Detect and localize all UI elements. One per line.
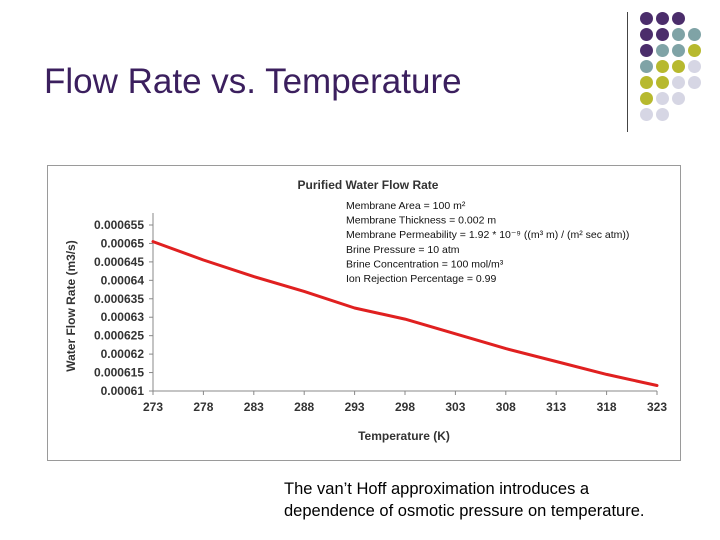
- data-point: [152, 241, 154, 243]
- decorative-dot: [640, 108, 653, 121]
- caption-line: dependence of osmotic pressure on temper…: [284, 502, 645, 520]
- x-tick-label: 293: [345, 400, 365, 414]
- annotation-line: Ion Rejection Percentage = 0.99: [346, 273, 496, 285]
- flow-rate-chart: Purified Water Flow Rate 0.00061 0.000615 0…: [64, 178, 667, 443]
- annotation-line: Membrane Permeability = 1.92 * 10⁻⁹ ((m³…: [346, 229, 629, 241]
- decorative-dot: [688, 28, 701, 41]
- annotation-line: Membrane Thickness = 0.002 m: [346, 215, 496, 227]
- x-axis-label: Temperature (K): [358, 429, 450, 443]
- slide-caption: The van’t Hoff approximation introduces …: [284, 478, 704, 522]
- decorative-dot: [672, 28, 685, 41]
- decorative-dot: [656, 28, 669, 41]
- y-tick-label: 0.000615: [94, 366, 144, 380]
- decorative-dot: [672, 76, 685, 89]
- data-point: [303, 290, 305, 292]
- y-tick-label: 0.00063: [101, 310, 145, 324]
- y-tick-label: 0.000625: [94, 329, 144, 343]
- data-point: [404, 318, 406, 320]
- data-point: [505, 348, 507, 350]
- data-point: [555, 360, 557, 362]
- x-tick-label: 318: [597, 400, 617, 414]
- data-point: [454, 333, 456, 335]
- x-tick-label: 278: [193, 400, 213, 414]
- data-point: [354, 307, 356, 309]
- decorative-dot: [688, 44, 701, 57]
- y-tick-label: 0.000635: [94, 292, 144, 306]
- data-point: [606, 373, 608, 375]
- decorative-dot: [672, 92, 685, 105]
- decorative-dot: [640, 12, 653, 25]
- decorative-dot: [656, 12, 669, 25]
- y-axis-label: Water Flow Rate (m3/s): [64, 240, 78, 372]
- x-tick-label: 298: [395, 400, 415, 414]
- data-point: [253, 276, 255, 278]
- x-tick-label: 313: [546, 400, 566, 414]
- y-tick-label: 0.000655: [94, 218, 144, 232]
- x-tick-label: 288: [294, 400, 314, 414]
- decorative-dot: [640, 60, 653, 73]
- x-tick-label: 303: [445, 400, 465, 414]
- decorative-dot: [656, 76, 669, 89]
- decorative-dot: [656, 92, 669, 105]
- decorative-dot: [640, 76, 653, 89]
- decorative-dot: [640, 28, 653, 41]
- y-tick-label: 0.00061: [101, 384, 145, 398]
- decorative-dot: [672, 60, 685, 73]
- chart-frame: Purified Water Flow Rate 0.00061 0.000615 0…: [47, 165, 681, 461]
- chart-title: Purified Water Flow Rate: [298, 178, 439, 192]
- decorative-dot: [656, 60, 669, 73]
- data-point: [656, 384, 658, 386]
- x-tick-label: 308: [496, 400, 516, 414]
- y-tick-label: 0.000645: [94, 255, 144, 269]
- annotation-line: Brine Concentration = 100 mol/m³: [346, 258, 504, 270]
- x-tick-label: 323: [647, 400, 667, 414]
- decorative-dot: [656, 108, 669, 121]
- x-tick-label: 283: [244, 400, 264, 414]
- annotation-line: Membrane Area = 100 m²: [346, 200, 466, 212]
- slide-title: Flow Rate vs. Temperature: [44, 62, 462, 101]
- caption-line: The van’t Hoff approximation introduces …: [284, 480, 590, 498]
- decorative-dot: [688, 76, 701, 89]
- decorative-dot: [672, 12, 685, 25]
- y-tick-label: 0.00065: [101, 236, 145, 250]
- y-tick-label: 0.00064: [101, 273, 145, 287]
- decorative-dot: [656, 44, 669, 57]
- annotation-line: Brine Pressure = 10 atm: [346, 244, 460, 256]
- decorative-dot: [688, 60, 701, 73]
- data-point: [202, 259, 204, 261]
- x-tick-label: 273: [143, 400, 163, 414]
- divider-line: [627, 12, 628, 132]
- decorative-dot: [640, 92, 653, 105]
- y-tick-label: 0.00062: [101, 347, 145, 361]
- decorative-dot: [672, 44, 685, 57]
- decorative-dot: [640, 44, 653, 57]
